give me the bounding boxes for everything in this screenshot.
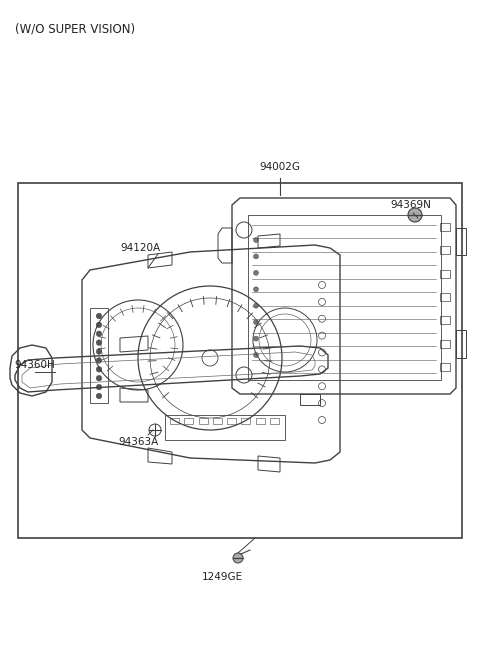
Circle shape	[233, 553, 243, 563]
Circle shape	[253, 303, 259, 308]
Bar	[270, 418, 279, 424]
Circle shape	[96, 313, 102, 319]
Circle shape	[96, 367, 102, 372]
Bar	[440, 223, 450, 231]
Bar	[440, 293, 450, 301]
Bar	[165, 415, 285, 440]
Bar	[184, 418, 193, 424]
Circle shape	[253, 336, 259, 341]
Text: 1249GE: 1249GE	[202, 572, 242, 582]
Circle shape	[253, 352, 259, 358]
Bar	[440, 340, 450, 348]
Bar	[199, 418, 207, 424]
Bar	[440, 363, 450, 371]
Bar	[248, 215, 441, 380]
Bar	[18, 183, 462, 538]
Bar	[213, 418, 222, 424]
Circle shape	[253, 237, 259, 243]
Bar	[440, 247, 450, 255]
Circle shape	[96, 358, 102, 363]
Circle shape	[253, 254, 259, 259]
Circle shape	[253, 270, 259, 276]
Circle shape	[96, 322, 102, 328]
Bar	[90, 308, 108, 403]
Bar	[256, 418, 264, 424]
Text: 94120A: 94120A	[120, 243, 160, 253]
Bar	[440, 270, 450, 277]
Circle shape	[96, 375, 102, 381]
Bar	[227, 418, 236, 424]
Circle shape	[253, 287, 259, 292]
Bar	[170, 418, 179, 424]
Circle shape	[96, 340, 102, 346]
Circle shape	[253, 319, 259, 325]
Bar	[440, 316, 450, 324]
Circle shape	[96, 349, 102, 354]
Text: (W/O SUPER VISION): (W/O SUPER VISION)	[15, 22, 135, 35]
Text: 94002G: 94002G	[260, 162, 300, 172]
Circle shape	[96, 384, 102, 390]
Circle shape	[96, 331, 102, 337]
Circle shape	[96, 393, 102, 399]
Text: 94363A: 94363A	[118, 437, 158, 447]
Circle shape	[408, 208, 422, 222]
Text: 94360H: 94360H	[14, 360, 55, 370]
Bar	[241, 418, 251, 424]
Text: 94369N: 94369N	[390, 200, 431, 210]
